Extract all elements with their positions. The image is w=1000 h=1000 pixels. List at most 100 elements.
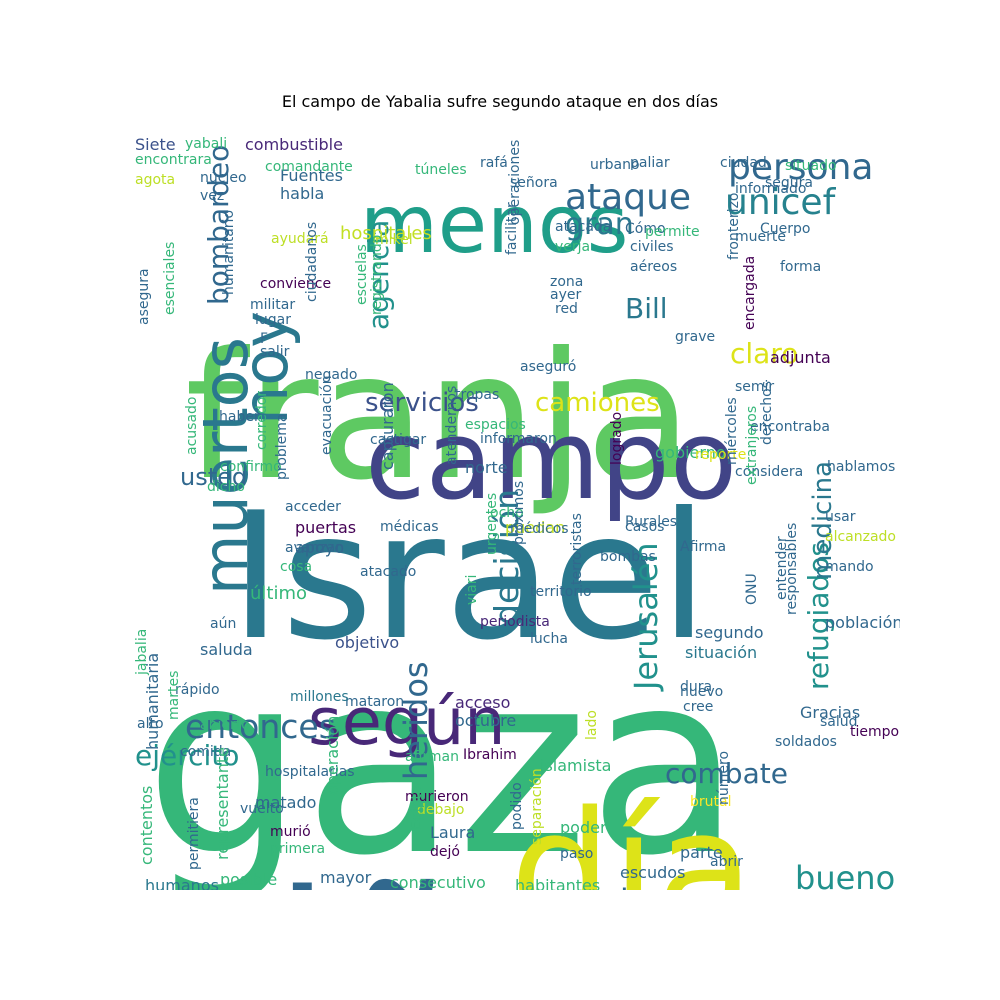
word-75: territorio: [530, 584, 592, 600]
word-194: asegura: [136, 268, 152, 325]
word-191: escuelas: [354, 244, 370, 305]
word-155: vez: [200, 188, 225, 204]
word-36: combustible: [245, 135, 343, 154]
word-34: usted: [180, 463, 248, 491]
word-58: consecutivo: [390, 873, 486, 891]
word-137: permite: [645, 224, 700, 240]
word-2: niño: [140, 865, 593, 891]
word-173: atendernos: [444, 385, 460, 465]
word-48: islamista: [540, 756, 612, 775]
word-21: ejército: [135, 739, 240, 772]
word-171: evacuación: [319, 375, 335, 455]
word-12: persona: [728, 147, 874, 188]
word-46: acceso: [455, 693, 511, 712]
figure-title: El campo de Yabalia sufre segundo ataque…: [281, 92, 719, 111]
word-189: operaciones: [507, 139, 523, 225]
word-59: habitantes: [515, 876, 601, 891]
word-33: Bill: [625, 292, 668, 325]
word-53: Gracias: [800, 703, 861, 722]
word-94: primera: [270, 841, 326, 857]
word-154: núcleo: [200, 170, 247, 186]
word-186: encargada: [742, 255, 758, 330]
word-85: soldados: [775, 734, 837, 750]
word-77: periodista: [480, 614, 550, 630]
word-172: capturaron: [378, 382, 397, 470]
word-107: ocho: [490, 505, 524, 521]
word-187: fronterizo: [726, 192, 742, 260]
word-57: Laura: [430, 823, 476, 842]
word-54: escudos: [620, 863, 686, 882]
word-108: médicos: [510, 521, 569, 537]
word-102: aún: [210, 616, 237, 632]
word-111: encontraba: [750, 419, 830, 435]
word-65: adjunta: [770, 348, 831, 367]
word-43: puedan: [505, 518, 566, 537]
word-90: comida: [180, 744, 232, 760]
word-184: extranjeros: [744, 405, 760, 485]
word-126: lugar: [255, 312, 291, 328]
word-162: contentos: [137, 785, 156, 865]
word-106: acceder: [285, 499, 341, 515]
word-128: negado: [305, 367, 358, 383]
word-153: agota: [135, 172, 176, 188]
word-74: bombas: [600, 549, 656, 565]
word-139: forma: [780, 259, 822, 275]
word-5: día: [510, 776, 755, 891]
word-141: rafá: [480, 155, 508, 171]
word-3: franja: [185, 316, 693, 519]
word-84: salud: [820, 714, 858, 730]
word-83: tiempo: [850, 724, 900, 740]
word-41: apoyo: [295, 538, 345, 557]
word-134: red: [555, 301, 578, 317]
word-49: gobierno: [655, 443, 726, 462]
word-30: claro: [730, 337, 799, 370]
word-6: campo: [365, 396, 738, 524]
word-45: objetivo: [335, 633, 400, 652]
word-104: avanzan: [285, 540, 345, 556]
word-64: saluda: [200, 640, 253, 659]
word-35: hospitales: [340, 223, 432, 244]
word-158: podido: [509, 782, 525, 830]
word-60: mayor: [320, 868, 372, 887]
word-69: civiles: [630, 239, 674, 255]
word-56: poder: [560, 818, 607, 837]
word-92: vuelto: [240, 801, 284, 817]
word-15: gran: [565, 207, 634, 242]
word-170: acusado: [184, 396, 200, 455]
word-180: ONU: [744, 573, 760, 605]
word-159: separación: [529, 768, 545, 845]
word-140: informado: [735, 181, 807, 197]
word-91: hospitalarias: [265, 764, 355, 780]
word-67: grave: [675, 329, 716, 345]
word-68: aéreos: [630, 259, 678, 275]
word-61: posible: [220, 870, 278, 889]
word-166: jabalia: [134, 628, 150, 675]
word-122: dicho: [207, 479, 245, 495]
word-95: murieron: [405, 789, 469, 805]
word-63: matado: [255, 793, 317, 812]
word-62: humanos: [145, 876, 219, 891]
word-25: bueno: [795, 859, 896, 890]
word-175: viari: [464, 574, 480, 605]
word-78: lucha: [530, 631, 568, 647]
word-179: lado: [584, 710, 600, 740]
word-174: logrado: [609, 411, 625, 465]
word-13: ataque: [565, 177, 692, 218]
word-169: corredor: [254, 390, 270, 450]
word-23: hacer: [620, 885, 710, 890]
word-110: considera: [735, 464, 804, 480]
word-98: paso: [560, 846, 594, 862]
word-132: zona: [550, 274, 584, 290]
word-50: población: [825, 613, 900, 632]
word-135: verja: [555, 239, 591, 255]
word-116: tropas: [455, 387, 500, 403]
word-131: aseguró: [520, 359, 577, 375]
word-150: yabali: [185, 136, 228, 152]
word-89: abierto: [200, 717, 250, 733]
word-97: dejó: [430, 844, 460, 860]
word-142: señora: [510, 175, 558, 191]
word-112: hablamos: [827, 459, 896, 475]
word-143: urbano: [590, 157, 640, 173]
word-114: alcanzado: [825, 529, 896, 545]
